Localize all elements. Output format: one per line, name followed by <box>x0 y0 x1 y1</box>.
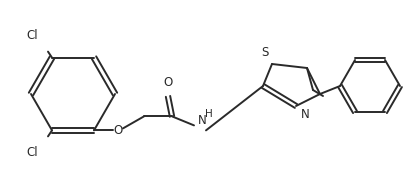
Text: O: O <box>163 76 173 89</box>
Text: N: N <box>301 108 310 121</box>
Text: N: N <box>198 114 207 127</box>
Text: Cl: Cl <box>26 146 38 159</box>
Text: O: O <box>113 124 122 137</box>
Text: S: S <box>262 46 269 59</box>
Text: Cl: Cl <box>26 29 38 42</box>
Text: H: H <box>205 109 213 119</box>
